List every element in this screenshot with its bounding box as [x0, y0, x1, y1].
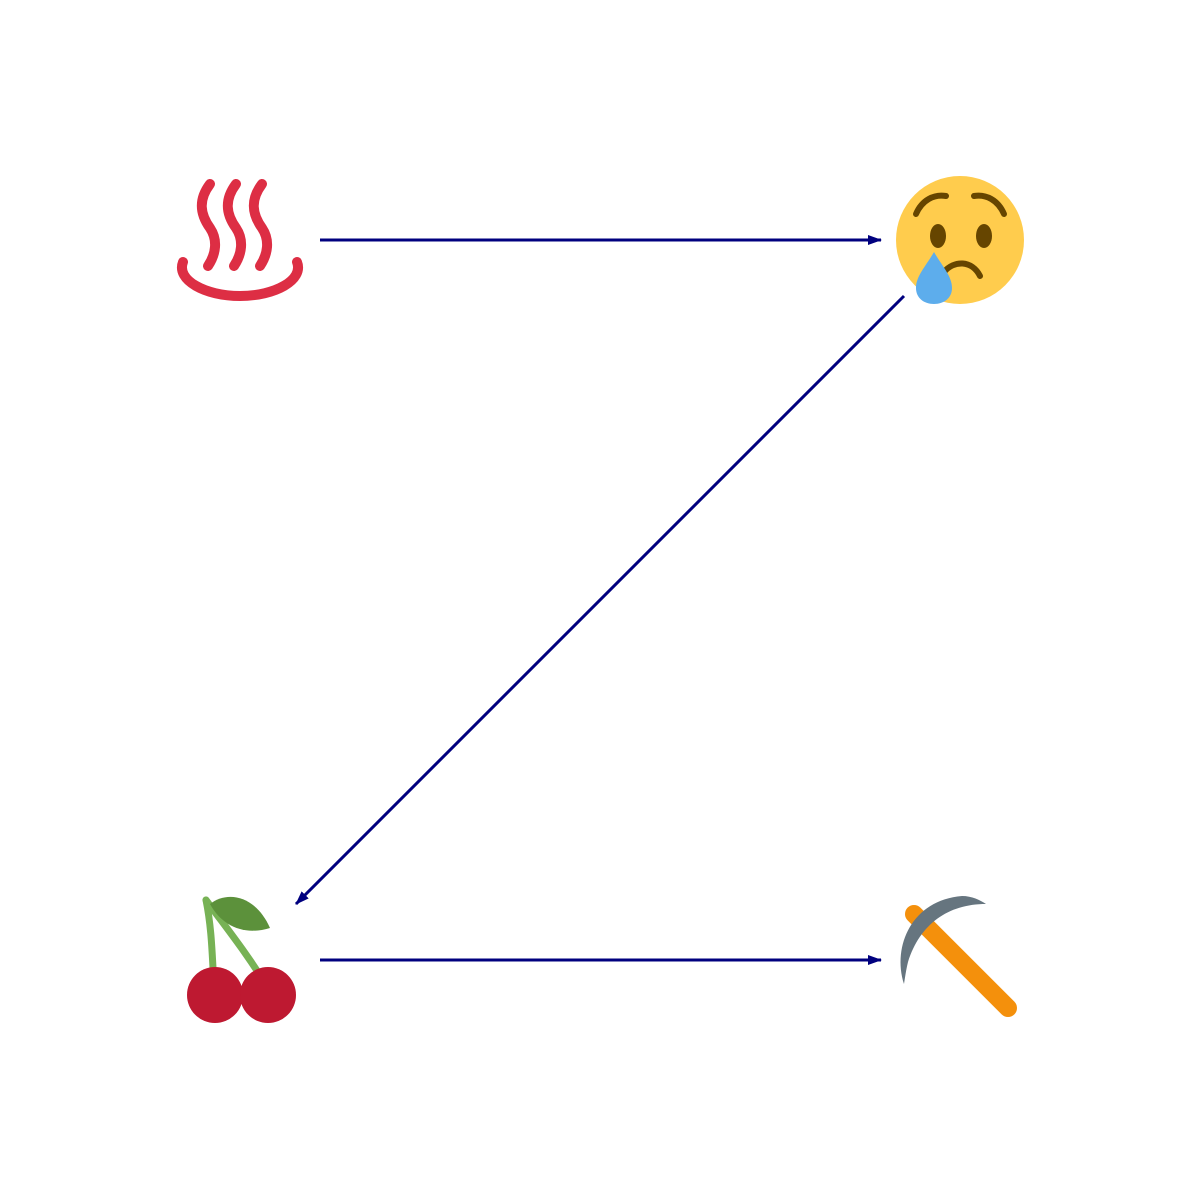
pick-icon [900, 896, 1017, 1017]
cherries-icon [187, 896, 296, 1023]
crying-face-icon [896, 176, 1024, 304]
edge-crying-face-to-cherries [294, 294, 906, 906]
hot-springs-icon [177, 179, 303, 302]
edges [294, 235, 906, 965]
